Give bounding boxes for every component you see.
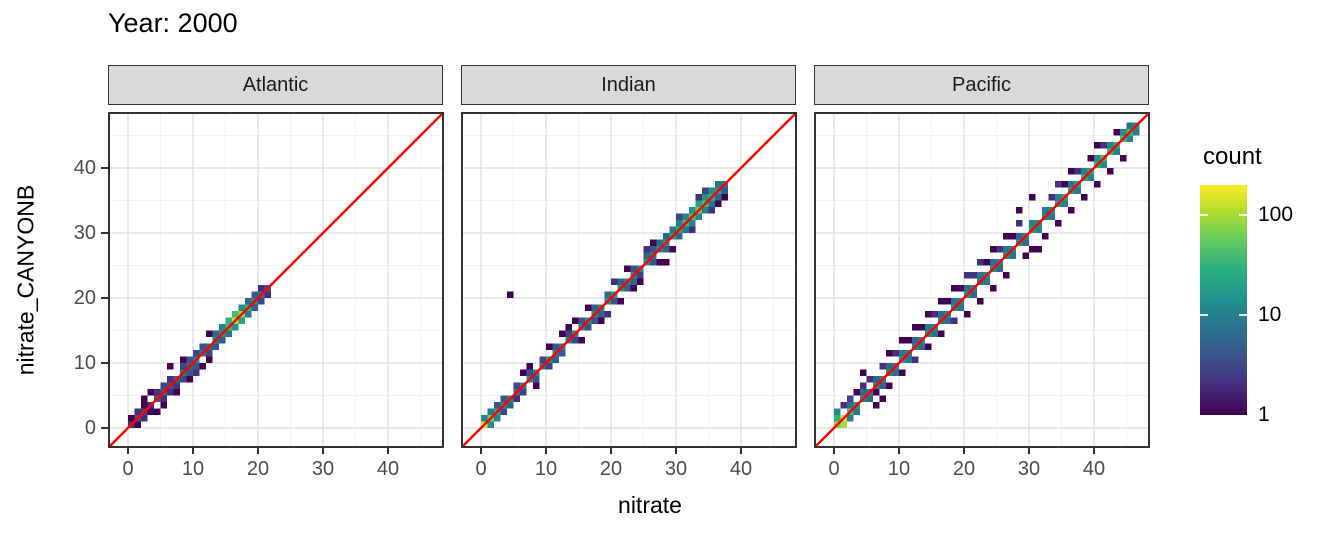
x-tick-label: 30 bbox=[1017, 458, 1041, 480]
x-tick-mark bbox=[1028, 448, 1030, 454]
facet-strip-pacific: Pacific bbox=[814, 65, 1149, 105]
y-tick-label: 40 bbox=[73, 157, 96, 179]
plot-title: Year: 2000 bbox=[108, 8, 238, 38]
x-tick-label: 10 bbox=[887, 458, 911, 480]
y-tick-label: 30 bbox=[73, 222, 96, 244]
x-tick-mark bbox=[545, 448, 547, 454]
x-axis-title: nitrate bbox=[618, 492, 682, 518]
x-tick-mark bbox=[1093, 448, 1095, 454]
legend-tick-label-1: 1 bbox=[1258, 403, 1270, 426]
y-tick-mark bbox=[101, 232, 108, 234]
x-tick-mark bbox=[740, 448, 742, 454]
legend-tick-label-10: 10 bbox=[1258, 303, 1282, 326]
x-tick-mark bbox=[610, 448, 612, 454]
x-tick-mark bbox=[963, 448, 965, 454]
y-tick-mark bbox=[101, 297, 108, 299]
x-tick-label: 10 bbox=[181, 458, 205, 480]
y-tick-mark bbox=[101, 427, 108, 429]
x-tick-mark bbox=[675, 448, 677, 454]
legend-tick-mark bbox=[1200, 314, 1208, 317]
x-tick-label: 0 bbox=[122, 458, 134, 480]
facet-strip-atlantic: Atlantic bbox=[108, 65, 443, 105]
legend-tick-label-100: 100 bbox=[1258, 203, 1294, 226]
panel-pacific bbox=[814, 112, 1150, 448]
y-tick-mark bbox=[101, 167, 108, 169]
y-tick-label: 20 bbox=[73, 287, 96, 309]
x-tick-mark bbox=[322, 448, 324, 454]
facet-strip-label: Pacific bbox=[952, 73, 1011, 96]
legend-tick-mark bbox=[1239, 314, 1247, 317]
x-tick-label: 20 bbox=[952, 458, 976, 480]
x-tick-label: 40 bbox=[729, 458, 753, 480]
x-tick-label: 0 bbox=[475, 458, 487, 480]
x-tick-label: 0 bbox=[828, 458, 840, 480]
y-axis-title: nitrate_CANYONB bbox=[12, 184, 39, 376]
legend-colorbar bbox=[1200, 185, 1247, 415]
x-tick-mark bbox=[257, 448, 259, 454]
x-tick-mark bbox=[480, 448, 482, 454]
y-tick-label: 10 bbox=[73, 352, 96, 374]
panel-indian bbox=[461, 112, 797, 448]
x-tick-label: 20 bbox=[599, 458, 623, 480]
y-tick-mark bbox=[101, 362, 108, 364]
panel-atlantic bbox=[108, 112, 444, 448]
x-tick-mark bbox=[833, 448, 835, 454]
x-tick-label: 40 bbox=[1082, 458, 1106, 480]
legend-tick-mark bbox=[1200, 214, 1208, 217]
facet-strip-indian: Indian bbox=[461, 65, 796, 105]
x-tick-mark bbox=[387, 448, 389, 454]
x-tick-label: 20 bbox=[246, 458, 270, 480]
x-tick-mark bbox=[127, 448, 129, 454]
legend-tick-mark bbox=[1239, 214, 1247, 217]
x-tick-label: 30 bbox=[311, 458, 335, 480]
legend-title: count bbox=[1203, 143, 1262, 170]
facet-strip-label: Indian bbox=[601, 73, 656, 96]
x-tick-mark bbox=[192, 448, 194, 454]
facet-strip-label: Atlantic bbox=[242, 73, 309, 96]
y-tick-label: 0 bbox=[84, 417, 96, 439]
x-tick-label: 10 bbox=[534, 458, 558, 480]
x-tick-label: 30 bbox=[664, 458, 688, 480]
x-tick-label: 40 bbox=[376, 458, 400, 480]
x-tick-mark bbox=[898, 448, 900, 454]
